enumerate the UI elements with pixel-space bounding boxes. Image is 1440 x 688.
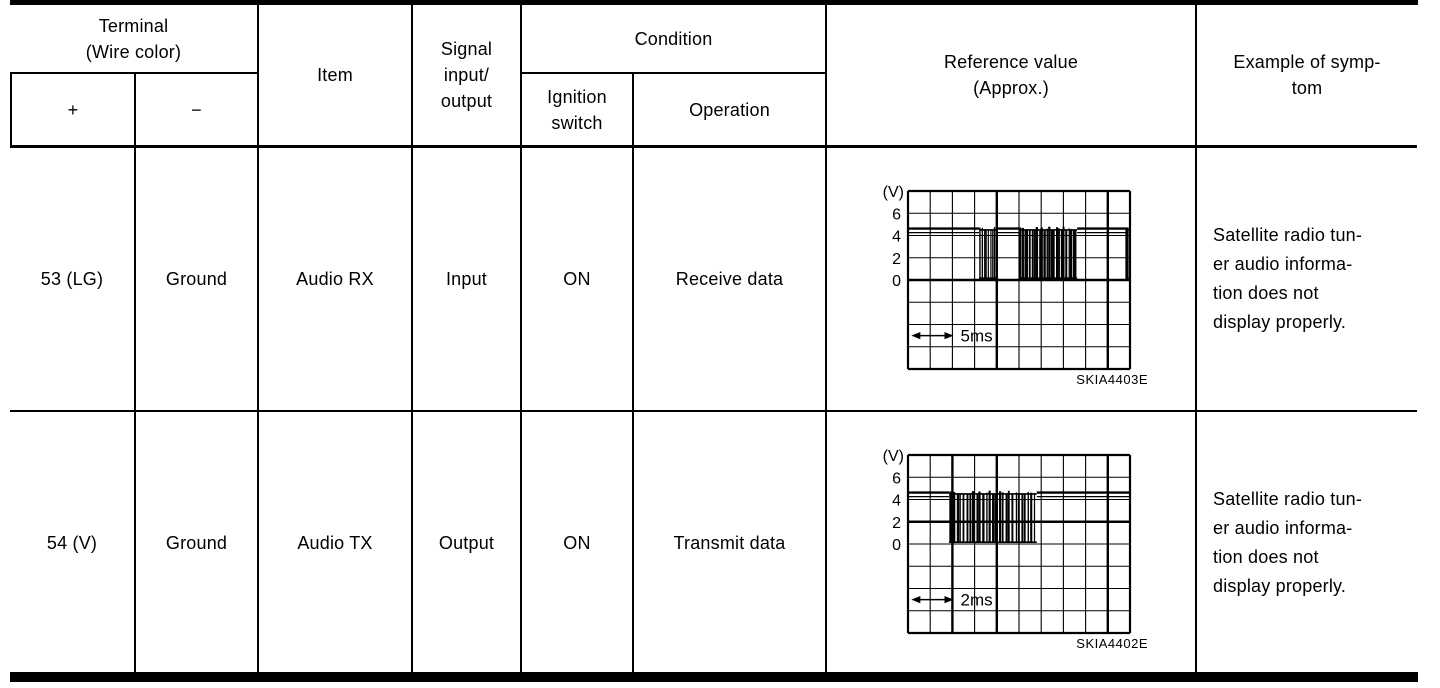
row-1-operation: Transmit data bbox=[673, 532, 786, 553]
rule-top-border bbox=[10, 0, 1418, 5]
scope-grid bbox=[906, 189, 1132, 371]
rule-header-bottom bbox=[10, 145, 1417, 148]
header-ignition-switch: Ignition switch bbox=[547, 86, 607, 133]
rule-row-divider bbox=[10, 410, 1417, 412]
row-1-reference-figure: (V) 6 4 2 0 2ms SKIA4402E bbox=[827, 413, 1195, 672]
row-1-item: Audio TX bbox=[297, 532, 373, 553]
header-example-of-symptom: Example of symp- tom bbox=[1233, 52, 1381, 98]
header-condition: Condition bbox=[634, 28, 713, 49]
time-scale-label: 5ms bbox=[961, 327, 993, 346]
rule-col-reference-symptom bbox=[1195, 2, 1197, 672]
row-1-symptom: Satellite radio tun- er audio informa- t… bbox=[1197, 413, 1417, 672]
time-scale-arrow bbox=[911, 595, 954, 603]
header-terminal-plus: + bbox=[67, 99, 79, 120]
svg-text:(V): (V) bbox=[883, 448, 904, 465]
header-operation: Operation bbox=[689, 99, 770, 120]
oscilloscope-waveform-chart: (V) 6 4 2 0 2ms SKIA4402E bbox=[883, 448, 1148, 651]
oscilloscope-waveform-chart: (V) 6 4 2 0 5ms SKIA4403E bbox=[883, 184, 1148, 387]
rule-col-ignition-operation bbox=[632, 72, 634, 672]
rule-col-item-signal bbox=[411, 2, 413, 672]
signal-trace bbox=[908, 490, 1130, 543]
header-signal-input-output: Signal input/ output bbox=[440, 39, 493, 111]
svg-text:2: 2 bbox=[892, 251, 901, 268]
svg-text:4: 4 bbox=[892, 492, 901, 509]
row-1-ignition: ON bbox=[563, 532, 591, 553]
row-1-terminal-minus: Ground bbox=[165, 532, 228, 553]
scope-axis-labels: (V) 6 4 2 0 bbox=[883, 184, 904, 290]
row-0-terminal-minus: Ground bbox=[165, 269, 228, 289]
svg-text:0: 0 bbox=[892, 537, 901, 554]
header-terminal-wire-color: Terminal (Wire color) bbox=[85, 15, 182, 62]
row-0-symptom: Satellite radio tun- er audio informa- t… bbox=[1197, 148, 1417, 410]
rule-col-operation-reference bbox=[825, 2, 827, 672]
rule-col-signal-condition bbox=[520, 2, 522, 672]
row-0-ignition: ON bbox=[563, 269, 591, 289]
scope-grid bbox=[906, 453, 1132, 634]
signal-trace bbox=[908, 226, 1130, 280]
svg-text:6: 6 bbox=[892, 470, 901, 487]
row-1-signal: Output bbox=[438, 532, 495, 553]
row-1-terminal-plus: 54 (V) bbox=[46, 532, 98, 553]
header-terminal-minus: − bbox=[191, 99, 202, 120]
row-0-reference-figure: (V) 6 4 2 0 5ms SKIA4403E bbox=[827, 148, 1195, 410]
rule-col-plus-minus bbox=[134, 72, 136, 672]
rule-bottom-border bbox=[10, 672, 1418, 682]
figure-id-caption: SKIA4403E bbox=[1076, 372, 1148, 387]
row-0-signal: Input bbox=[445, 269, 488, 289]
svg-text:2: 2 bbox=[892, 514, 901, 531]
figure-id-caption: SKIA4402E bbox=[1076, 636, 1148, 651]
rule-left-edge-segment bbox=[10, 72, 12, 146]
row-0-operation: Receive data bbox=[675, 269, 784, 289]
rule-col-terminal-item bbox=[257, 2, 259, 672]
row-0-item: Audio RX bbox=[296, 269, 374, 289]
rule-subheader-condition bbox=[521, 72, 826, 74]
header-item: Item bbox=[317, 65, 353, 85]
svg-text:4: 4 bbox=[892, 229, 901, 246]
svg-text:0: 0 bbox=[892, 273, 901, 290]
header-reference-value: Reference value (Approx.) bbox=[943, 52, 1079, 98]
row-1-symptom-text: Satellite radio tun- er audio informa- t… bbox=[1213, 488, 1363, 596]
time-scale-arrow bbox=[911, 332, 954, 340]
svg-text:6: 6 bbox=[892, 206, 901, 223]
svg-text:(V): (V) bbox=[883, 184, 904, 201]
row-0-terminal-plus: 53 (LG) bbox=[40, 269, 104, 289]
time-scale-label: 2ms bbox=[961, 590, 993, 609]
scope-axis-labels: (V) 6 4 2 0 bbox=[883, 448, 904, 554]
row-0-symptom-text: Satellite radio tun- er audio informa- t… bbox=[1213, 225, 1363, 332]
